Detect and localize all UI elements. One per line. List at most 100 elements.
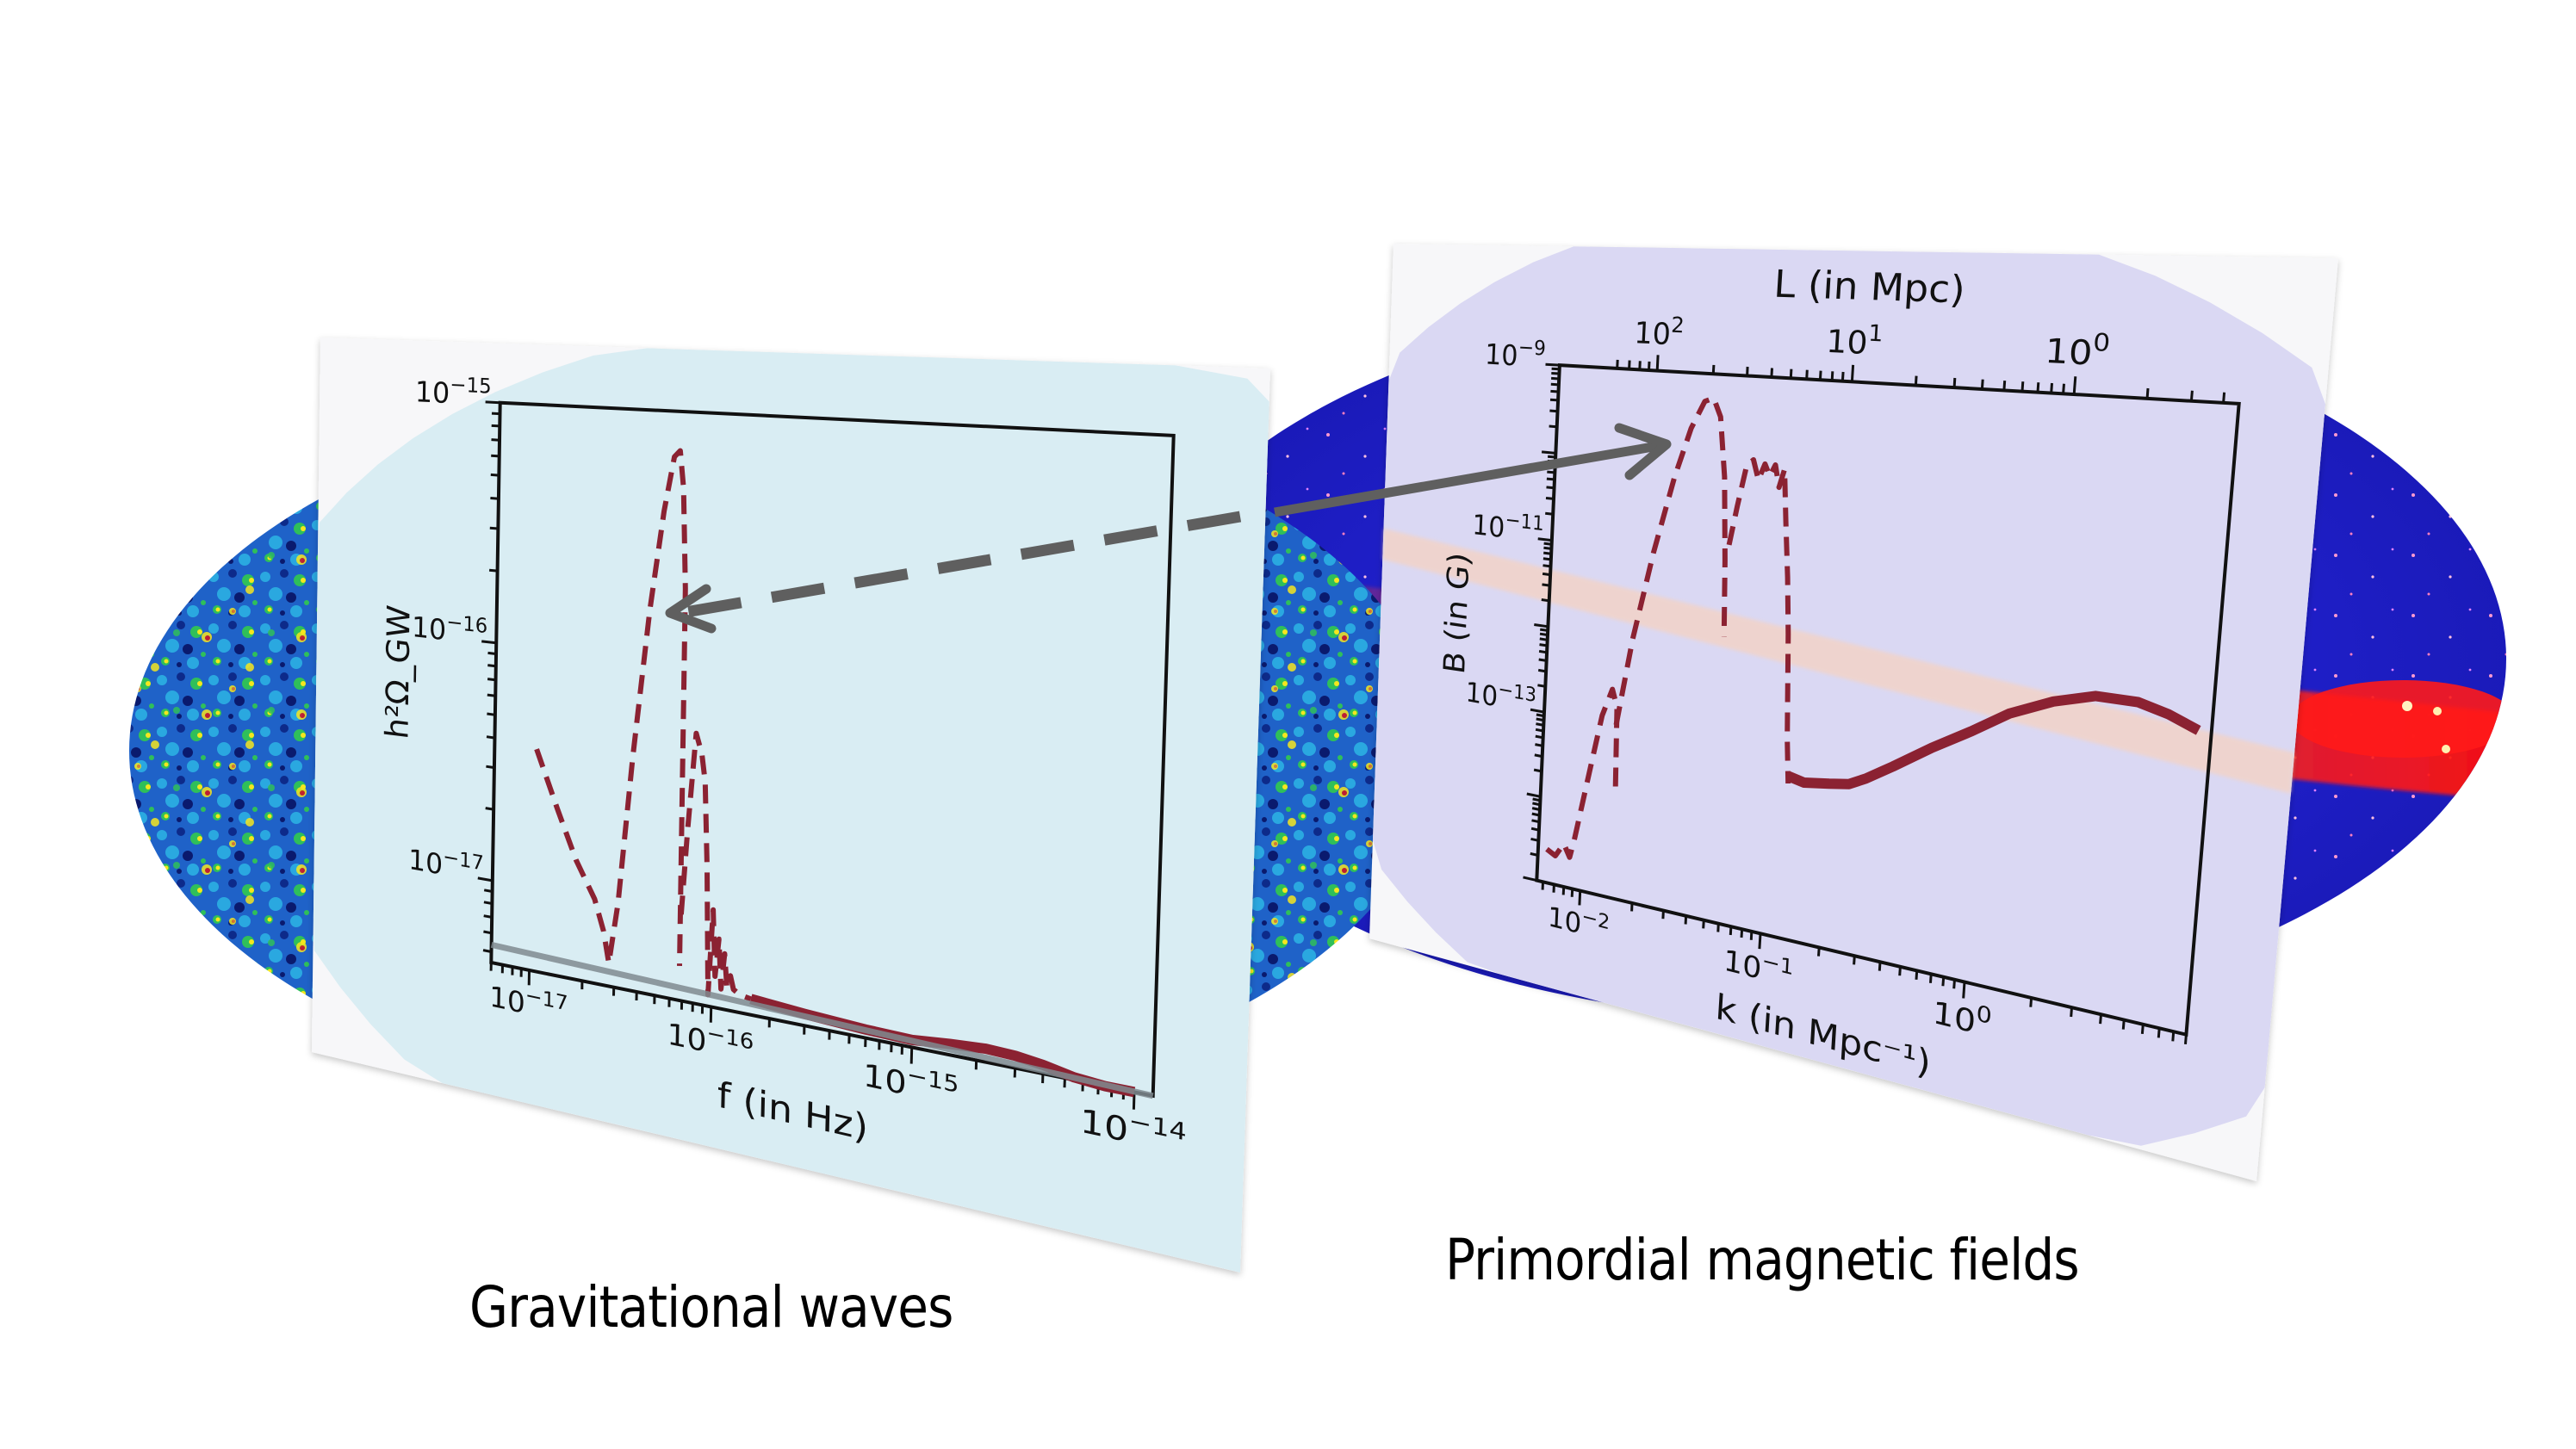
x-tick bbox=[1661, 910, 1665, 920]
pmf-y-tick-label-base: 10 bbox=[1472, 509, 1505, 545]
y-tick bbox=[1545, 362, 1560, 367]
gw-y-tick-label-base: 10 bbox=[415, 375, 450, 411]
x-tick bbox=[1898, 966, 1902, 976]
y-tick bbox=[1542, 564, 1551, 568]
top-x-tick bbox=[2036, 382, 2040, 393]
gw-ticks bbox=[477, 400, 1136, 1110]
y-tick bbox=[1534, 623, 1549, 629]
gw-y-tick-label-base: 10 bbox=[412, 610, 447, 647]
x-tick bbox=[2171, 1031, 2176, 1042]
y-tick bbox=[483, 914, 493, 919]
x-tick bbox=[1853, 956, 1856, 965]
y-tick bbox=[1549, 424, 1557, 429]
arrow-dashed-segment bbox=[679, 511, 1242, 619]
y-tick bbox=[487, 678, 496, 682]
x-tick bbox=[1817, 947, 1821, 957]
gw-map-overlay bbox=[313, 348, 1269, 1273]
x-tick bbox=[2157, 1028, 2161, 1038]
y-tick bbox=[491, 438, 500, 442]
pmf-top-x-tick-label-exponent: 2 bbox=[1671, 312, 1685, 337]
y-tick bbox=[490, 473, 500, 477]
top-x-tick bbox=[1952, 377, 1957, 388]
y-tick bbox=[1549, 409, 1558, 413]
pmf-series-2 bbox=[1726, 457, 1791, 784]
y-tick bbox=[487, 693, 496, 697]
y-tick bbox=[1539, 637, 1548, 641]
y-tick bbox=[1541, 450, 1556, 455]
y-tick bbox=[483, 889, 493, 893]
pmf-y-tick-label: 10−9 bbox=[1484, 334, 1546, 375]
top-x-tick bbox=[1980, 379, 1984, 390]
y-tick bbox=[1541, 598, 1549, 603]
x-tick bbox=[1740, 929, 1744, 938]
y-tick bbox=[1538, 649, 1548, 654]
y-tick bbox=[1530, 827, 1540, 832]
gw-y-tick-label-base: 10 bbox=[408, 842, 443, 881]
pmf-ticks bbox=[1523, 355, 2226, 1045]
x-tick bbox=[2121, 1019, 2126, 1030]
x-tick bbox=[1132, 1092, 1136, 1110]
top-x-tick bbox=[2222, 392, 2226, 403]
y-tick bbox=[489, 526, 499, 530]
y-tick bbox=[482, 949, 492, 953]
y-tick bbox=[1550, 389, 1559, 393]
y-tick bbox=[491, 412, 500, 416]
y-tick bbox=[1531, 812, 1540, 817]
y-tick bbox=[1538, 658, 1547, 662]
y-tick bbox=[1531, 807, 1541, 811]
y-tick bbox=[1539, 643, 1548, 647]
y-tick bbox=[1537, 684, 1546, 688]
top-x-tick bbox=[1655, 355, 1660, 371]
pmf-top-x-tick-label-base: 10 bbox=[1825, 322, 1869, 362]
gw-x-tick-label-base: 10 bbox=[667, 1017, 707, 1059]
pmf-top-x-tick-label: 102 bbox=[1634, 310, 1685, 352]
pmf-x-tick-label-exponent: 0 bbox=[1976, 1000, 1993, 1030]
top-x-tick bbox=[2189, 390, 2194, 401]
y-tick bbox=[477, 876, 493, 882]
gw-x-tick-label: 10−15 bbox=[862, 1051, 959, 1114]
y-tick bbox=[1536, 713, 1545, 718]
x-tick bbox=[1570, 889, 1574, 897]
connecting-arrow bbox=[665, 423, 1672, 634]
y-tick bbox=[1542, 572, 1551, 577]
y-tick bbox=[1537, 537, 1552, 542]
top-x-tick bbox=[1840, 371, 1845, 381]
y-tick bbox=[1549, 398, 1559, 402]
top-x-tick bbox=[1638, 361, 1642, 370]
top-x-tick bbox=[1805, 369, 1809, 380]
y-tick bbox=[1543, 551, 1552, 555]
gw-series-1 bbox=[678, 730, 752, 1002]
x-tick bbox=[2029, 997, 2033, 1007]
y-tick bbox=[483, 901, 493, 905]
pmf-y-tick-label-exponent: −9 bbox=[1518, 336, 1546, 361]
x-tick bbox=[2184, 1034, 2188, 1045]
y-tick bbox=[1523, 876, 1537, 882]
x-tick bbox=[1929, 974, 1933, 983]
x-tick bbox=[2070, 1006, 2073, 1018]
x-tick bbox=[2140, 1024, 2145, 1035]
y-tick bbox=[1535, 728, 1544, 733]
arrow-head-right-icon bbox=[1614, 423, 1672, 480]
gw-y-tick-label-exponent: −16 bbox=[446, 610, 487, 638]
y-tick bbox=[1545, 511, 1554, 516]
top-x-tick bbox=[1628, 360, 1631, 369]
y-tick bbox=[483, 930, 493, 935]
pmf-series-3 bbox=[1786, 690, 2201, 790]
pmf-top-x-tick-label-exponent: 0 bbox=[2092, 328, 2111, 357]
pmf-top-x-tick-label-base: 10 bbox=[1634, 316, 1672, 352]
top-x-tick bbox=[2020, 381, 2025, 392]
gw-y-tick-label: 10−17 bbox=[408, 839, 484, 889]
pmf-map-overlay bbox=[1373, 246, 2325, 1146]
y-tick bbox=[1534, 753, 1542, 759]
top-x-tick bbox=[1648, 361, 1651, 371]
x-tick bbox=[1561, 887, 1566, 895]
y-tick bbox=[1551, 372, 1560, 375]
caption-primordial-magnetic-fields: Primordial magnetic fields bbox=[1445, 1227, 2080, 1293]
y-tick bbox=[1539, 628, 1549, 632]
y-tick bbox=[1539, 632, 1549, 636]
y-tick bbox=[1537, 668, 1547, 673]
y-tick bbox=[1551, 376, 1560, 381]
y-tick bbox=[1530, 708, 1545, 714]
